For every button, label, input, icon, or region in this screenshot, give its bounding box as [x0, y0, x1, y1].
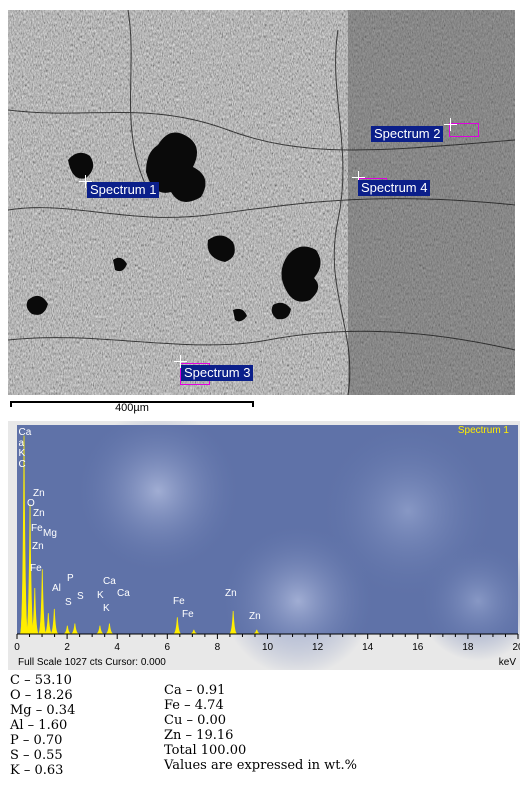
spectrum-peak-c: [19, 435, 29, 635]
x-tick-label: 18: [462, 642, 474, 653]
spectrum-footer: Full Scale 1027 cts Cursor: 0.000: [18, 657, 166, 668]
composition-line: Ca – 0.91: [164, 683, 226, 698]
composition-line: Cu – 0.00: [164, 713, 227, 728]
x-tick-label: 0: [14, 642, 20, 653]
composition-right-column: Ca – 0.91 Fe – 4.74 Cu – 0.00 Zn – 19.16…: [164, 683, 357, 773]
spectrum-title: Spectrum 1: [458, 425, 510, 436]
x-tick-label: 6: [165, 642, 171, 653]
peak-annotation: Mg: [43, 528, 57, 539]
peak-annotation: K: [19, 448, 26, 459]
spectrum-3-label[interactable]: Spectrum 3: [181, 365, 254, 381]
composition-line: C – 53.10: [10, 673, 72, 688]
spectrum-peak-fe: [173, 617, 182, 635]
spectrum-1-marker[interactable]: [79, 175, 92, 188]
peak-annotation: Ca: [117, 588, 130, 599]
sem-micrograph: Spectrum 1 Spectrum 2 Spectrum 3 Spectru…: [7, 9, 516, 396]
spectrum-peak-zn: [37, 569, 47, 635]
scale-bar-label: 400µm: [115, 402, 149, 414]
spectrum-1-label[interactable]: Spectrum 1: [87, 182, 160, 198]
x-tick-label: 2: [64, 642, 70, 653]
composition-units-note: Values are expressed in wt.%: [164, 758, 358, 773]
peak-annotation: Fe: [182, 609, 194, 620]
peak-annotation: Fe: [30, 563, 42, 574]
peak-annotation: C: [19, 459, 26, 470]
x-tick-label: 4: [114, 642, 120, 653]
spectrum-4-marker[interactable]: [352, 171, 365, 184]
spectrum-4-label[interactable]: Spectrum 4: [358, 180, 431, 196]
peak-annotation: Zn: [32, 541, 44, 552]
x-axis-label: keV: [499, 657, 517, 668]
spectrum-2-label[interactable]: Spectrum 2: [371, 126, 444, 142]
x-tick-label: 12: [312, 642, 324, 653]
peak-annotation: O: [27, 498, 35, 509]
composition-line: Zn – 19.16: [164, 728, 234, 743]
sem-image: [7, 9, 516, 396]
spectrum-3-marker[interactable]: [174, 355, 187, 368]
spectrum-2-region[interactable]: [449, 123, 479, 137]
x-tick-label: 14: [362, 642, 374, 653]
peak-annotation: Zn: [33, 488, 45, 499]
peak-annotation: P: [67, 573, 74, 584]
composition-left-column: C – 53.10 O – 18.26 Mg – 0.34 Al – 1.60 …: [10, 673, 75, 778]
spectrum-2-marker[interactable]: [444, 118, 457, 131]
peak-annotation: Zn: [33, 508, 45, 519]
composition-line: Fe – 4.74: [164, 698, 224, 713]
peak-annotation: Al: [52, 583, 61, 594]
x-tick-label: 8: [215, 642, 221, 653]
peak-annotation: K: [103, 603, 110, 614]
composition-total: Total 100.00: [164, 743, 247, 758]
peak-annotation: S: [65, 597, 72, 608]
composition-line: K – 0.63: [10, 763, 64, 778]
peak-annotation: S: [77, 591, 84, 602]
peak-annotation: Ca: [103, 576, 116, 587]
x-tick-label: 10: [262, 642, 274, 653]
peak-annotation: Zn: [225, 588, 237, 599]
peak-annotation: K: [97, 590, 104, 601]
composition-line: P – 0.70: [10, 733, 63, 748]
peak-annotation: Fe: [31, 523, 43, 534]
x-tick-label: 16: [412, 642, 424, 653]
scale-bar-tick-left: [10, 401, 12, 407]
spectrum-peak-al: [50, 608, 59, 635]
composition-line: Mg – 0.34: [10, 703, 76, 718]
composition-line: Al – 1.60: [10, 718, 68, 733]
peak-annotation: a: [19, 438, 25, 449]
composition-line: S – 0.55: [10, 748, 63, 763]
spectrum-peak-zn: [229, 610, 238, 635]
composition-line: O – 18.26: [10, 688, 73, 703]
spectrum-peak-fe: [30, 588, 40, 635]
scale-bar-tick-right: [252, 401, 254, 407]
peak-annotation: Zn: [249, 611, 261, 622]
x-tick-label: 20: [512, 642, 520, 653]
scale-bar: 400µm: [10, 398, 254, 414]
peak-annotation: Ca: [19, 427, 32, 438]
scale-bar-line: [10, 401, 254, 403]
peak-annotation: Fe: [173, 596, 185, 607]
